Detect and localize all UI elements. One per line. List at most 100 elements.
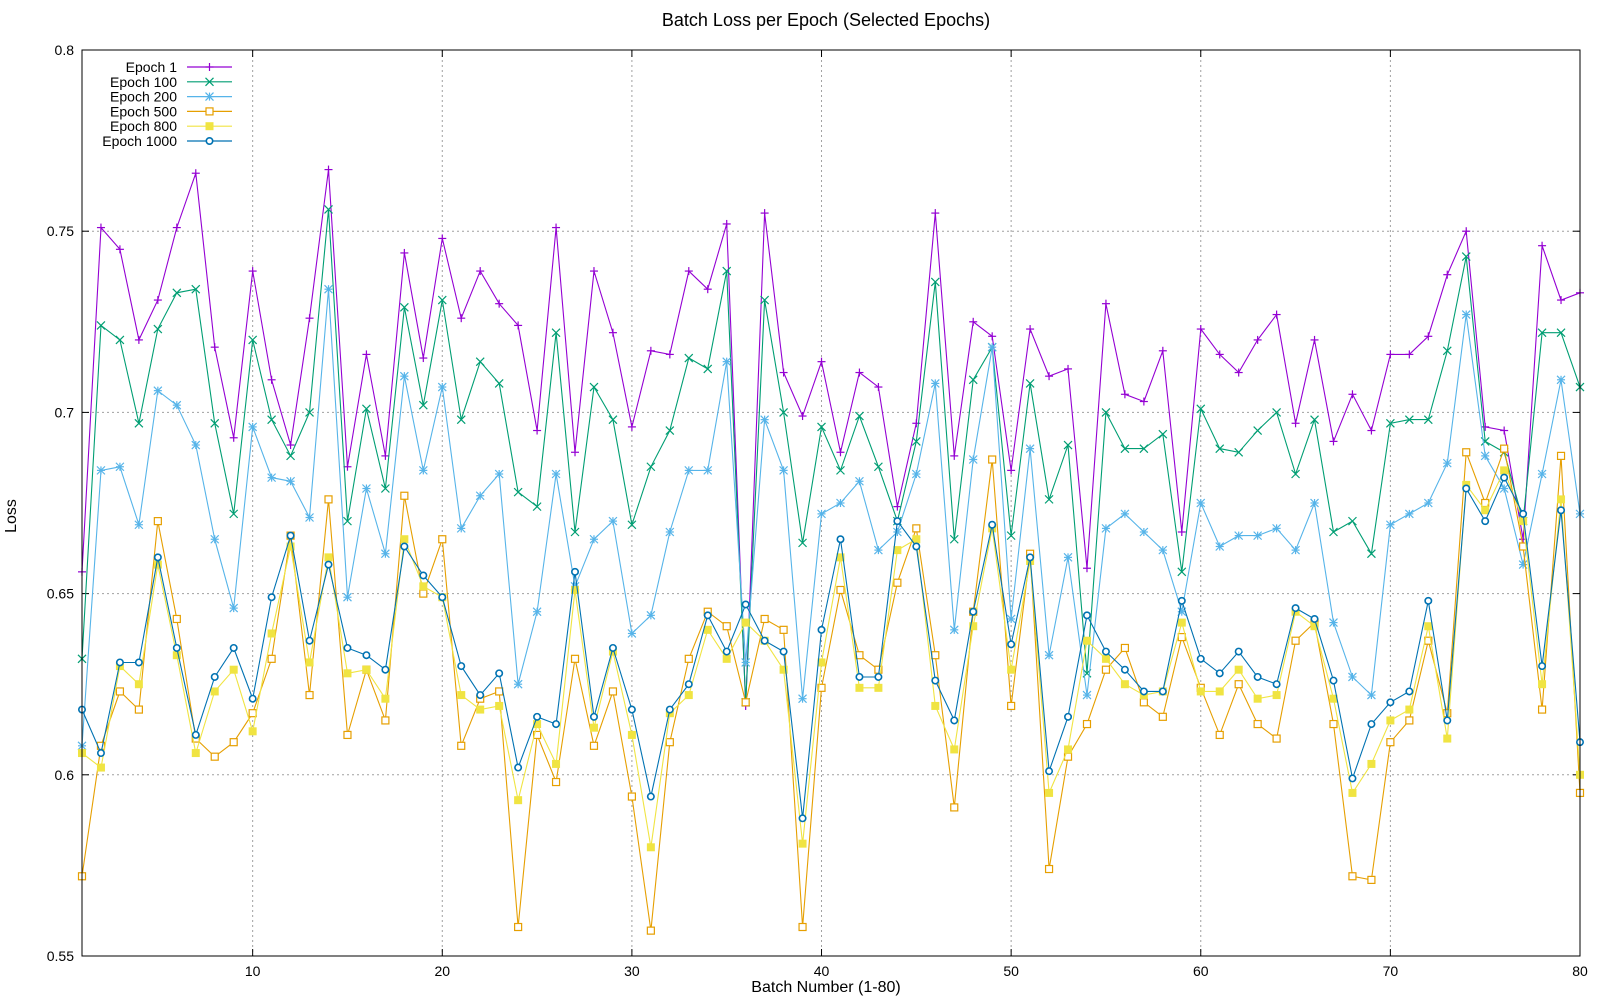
data-point bbox=[1272, 310, 1281, 319]
data-point bbox=[1045, 767, 1054, 776]
data-point bbox=[722, 654, 731, 663]
data-point bbox=[1291, 419, 1300, 428]
data-point bbox=[892, 527, 902, 537]
data-point bbox=[1082, 611, 1091, 620]
y-axis-label: Loss bbox=[3, 499, 20, 533]
data-point bbox=[930, 277, 940, 287]
data-point bbox=[1538, 662, 1547, 671]
data-point bbox=[1443, 716, 1452, 725]
data-point bbox=[703, 364, 713, 374]
data-point bbox=[495, 687, 504, 696]
data-point bbox=[1025, 378, 1035, 388]
data-point bbox=[1007, 665, 1016, 674]
data-point bbox=[381, 716, 390, 725]
legend-marker bbox=[205, 63, 214, 71]
data-point bbox=[1158, 429, 1168, 439]
data-point bbox=[532, 730, 542, 740]
data-point bbox=[248, 335, 258, 345]
data-point bbox=[1101, 299, 1110, 308]
data-point bbox=[381, 451, 390, 460]
data-point bbox=[912, 524, 921, 533]
data-point bbox=[873, 462, 883, 472]
data-point bbox=[1348, 516, 1357, 526]
data-point bbox=[229, 433, 238, 442]
data-point bbox=[570, 654, 580, 663]
data-point bbox=[684, 654, 693, 663]
data-point bbox=[514, 763, 523, 772]
data-point bbox=[930, 378, 940, 388]
data-point bbox=[1026, 325, 1035, 334]
data-point bbox=[874, 672, 883, 681]
data-point bbox=[552, 223, 561, 232]
x-axis-label: Batch Number (1-80) bbox=[751, 979, 900, 996]
data-point bbox=[1348, 872, 1357, 881]
data-point bbox=[210, 534, 220, 544]
data-point bbox=[1405, 705, 1414, 714]
data-point bbox=[684, 465, 694, 475]
data-point bbox=[1139, 698, 1148, 707]
data-point bbox=[1215, 350, 1224, 359]
data-point bbox=[513, 487, 523, 497]
series-epoch-1000 bbox=[78, 473, 1585, 823]
data-point bbox=[798, 922, 807, 932]
data-point bbox=[475, 357, 485, 367]
data-point bbox=[1177, 596, 1186, 605]
data-point bbox=[552, 720, 561, 729]
data-point bbox=[589, 723, 598, 732]
x-tick-label: 40 bbox=[814, 963, 830, 979]
data-point bbox=[153, 386, 163, 396]
data-point bbox=[191, 749, 200, 758]
data-point bbox=[1556, 451, 1566, 460]
data-point bbox=[1500, 426, 1509, 435]
data-point bbox=[1158, 712, 1167, 721]
data-point bbox=[1006, 614, 1016, 624]
data-point bbox=[457, 662, 466, 671]
data-point bbox=[1310, 415, 1319, 425]
legend-item: Epoch 1 bbox=[126, 59, 232, 75]
data-point bbox=[418, 400, 428, 410]
data-point bbox=[1538, 680, 1547, 689]
legend-marker bbox=[205, 137, 214, 146]
data-point bbox=[419, 571, 428, 580]
data-point bbox=[400, 491, 409, 500]
data-point bbox=[722, 219, 731, 228]
data-point bbox=[1177, 527, 1186, 536]
data-point bbox=[1120, 444, 1130, 454]
data-point bbox=[1405, 350, 1414, 359]
data-point bbox=[267, 375, 276, 384]
legend-label: Epoch 1 bbox=[126, 59, 178, 75]
x-tick-label: 80 bbox=[1572, 963, 1588, 979]
grid-layer bbox=[82, 50, 1580, 956]
data-point bbox=[1101, 407, 1111, 417]
data-point bbox=[1291, 636, 1300, 645]
data-point bbox=[627, 730, 636, 739]
data-point bbox=[1139, 397, 1148, 406]
data-point bbox=[362, 665, 371, 674]
data-point bbox=[191, 730, 200, 739]
data-point bbox=[836, 535, 845, 544]
data-point bbox=[1537, 469, 1547, 479]
legend-label: Epoch 500 bbox=[110, 103, 177, 119]
data-point bbox=[1329, 719, 1338, 729]
data-point bbox=[1007, 466, 1016, 475]
data-point bbox=[1234, 680, 1243, 689]
data-point bbox=[589, 741, 599, 750]
data-point bbox=[1461, 310, 1471, 319]
data-point bbox=[1196, 687, 1205, 696]
legend-marker bbox=[205, 122, 214, 131]
data-point bbox=[1064, 745, 1073, 754]
data-point bbox=[1405, 687, 1414, 696]
data-point bbox=[722, 647, 731, 656]
data-point bbox=[1348, 774, 1357, 783]
data-point bbox=[229, 738, 238, 747]
data-point bbox=[210, 418, 220, 428]
data-point bbox=[608, 415, 618, 425]
data-point bbox=[343, 669, 352, 678]
data-point bbox=[1006, 531, 1016, 541]
data-point bbox=[570, 527, 580, 537]
data-point bbox=[1215, 730, 1224, 740]
data-point bbox=[514, 796, 523, 805]
data-point bbox=[210, 343, 219, 352]
y-tick-label: 0.55 bbox=[47, 948, 74, 964]
